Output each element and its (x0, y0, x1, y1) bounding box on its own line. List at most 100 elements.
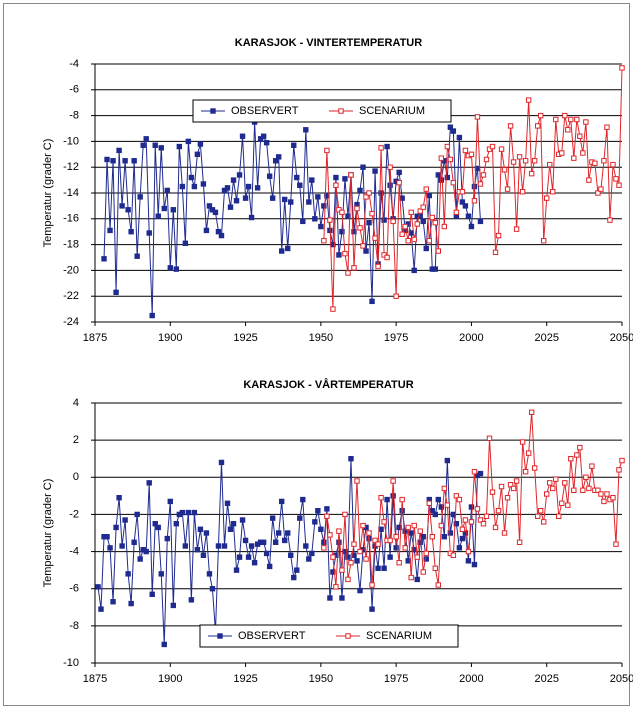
marker (354, 478, 360, 484)
marker (345, 576, 351, 583)
marker (345, 554, 351, 560)
marker (357, 587, 363, 594)
marker (619, 457, 625, 464)
y-tick-label: -18 (63, 239, 79, 251)
marker (516, 539, 523, 545)
x-tick-label: 2050 (610, 332, 633, 344)
y-tick-label: -4 (69, 58, 79, 70)
marker (616, 182, 622, 188)
marker (342, 176, 348, 182)
series (323, 67, 623, 310)
marker (236, 172, 243, 178)
marker (592, 160, 598, 167)
series (97, 458, 481, 645)
marker (519, 189, 526, 195)
marker (348, 560, 354, 566)
marker (574, 116, 580, 123)
marker (366, 530, 372, 536)
marker (194, 547, 201, 553)
marker (173, 266, 180, 272)
marker (507, 482, 514, 488)
marker (504, 186, 511, 192)
x-tick-label: 2050 (610, 673, 633, 685)
marker (318, 526, 324, 532)
marker (185, 509, 192, 516)
chart-title: KARASJOK - VINTERTEMPERATUR (235, 37, 422, 49)
marker (224, 500, 231, 506)
marker (333, 182, 339, 188)
marker (366, 190, 372, 196)
marker (221, 543, 228, 549)
marker (477, 517, 484, 523)
marker (586, 485, 592, 492)
marker (315, 508, 321, 514)
marker (498, 483, 505, 490)
marker (595, 487, 601, 493)
marker (239, 133, 246, 139)
marker (285, 530, 291, 536)
marker (426, 500, 432, 506)
marker (369, 606, 375, 612)
marker (134, 511, 140, 518)
marker (522, 158, 529, 164)
marker (251, 560, 258, 566)
marker (203, 530, 210, 536)
marker (327, 217, 333, 223)
marker (360, 243, 366, 249)
marker (372, 537, 378, 544)
marker (279, 498, 285, 505)
marker (339, 595, 345, 601)
marker (441, 223, 448, 230)
marker (104, 156, 110, 163)
marker (245, 554, 252, 560)
marker (408, 574, 414, 581)
marker (453, 521, 460, 527)
marker (516, 154, 523, 160)
marker (453, 493, 460, 499)
marker (610, 495, 616, 501)
marker (381, 217, 387, 223)
marker (242, 195, 249, 201)
marker (480, 172, 487, 178)
marker (393, 293, 399, 299)
marker (269, 515, 276, 521)
y-tick-label: -6 (69, 583, 79, 595)
marker (176, 143, 183, 150)
marker (381, 565, 387, 571)
marker (447, 124, 454, 130)
marker (378, 495, 384, 501)
marker (294, 174, 300, 181)
marker (275, 530, 282, 536)
marker (309, 177, 315, 183)
marker (98, 606, 104, 612)
marker (465, 213, 472, 219)
marker (598, 186, 604, 192)
marker (583, 119, 589, 125)
y-tick-label: -24 (63, 316, 79, 328)
marker (182, 240, 189, 247)
marker (399, 496, 405, 503)
marker (531, 465, 538, 471)
marker (571, 487, 577, 493)
marker (447, 530, 454, 536)
marker (492, 524, 499, 531)
marker (282, 196, 288, 203)
y-axis-label: Temperatur (grader C) (42, 139, 54, 248)
marker (553, 116, 559, 123)
marker (312, 216, 318, 222)
marker (450, 128, 457, 134)
marker (417, 208, 423, 214)
marker (420, 569, 426, 575)
marker (95, 584, 101, 590)
y-tick-label: -12 (63, 161, 79, 173)
marker (291, 142, 297, 148)
y-tick-label: -4 (69, 545, 79, 557)
marker (200, 552, 207, 558)
marker (230, 177, 237, 183)
marker (474, 506, 481, 512)
marker (559, 150, 565, 156)
marker (574, 452, 580, 458)
marker (495, 508, 502, 514)
chart-title: KARASJOK - VÅRTEMPERATUR (243, 378, 413, 391)
